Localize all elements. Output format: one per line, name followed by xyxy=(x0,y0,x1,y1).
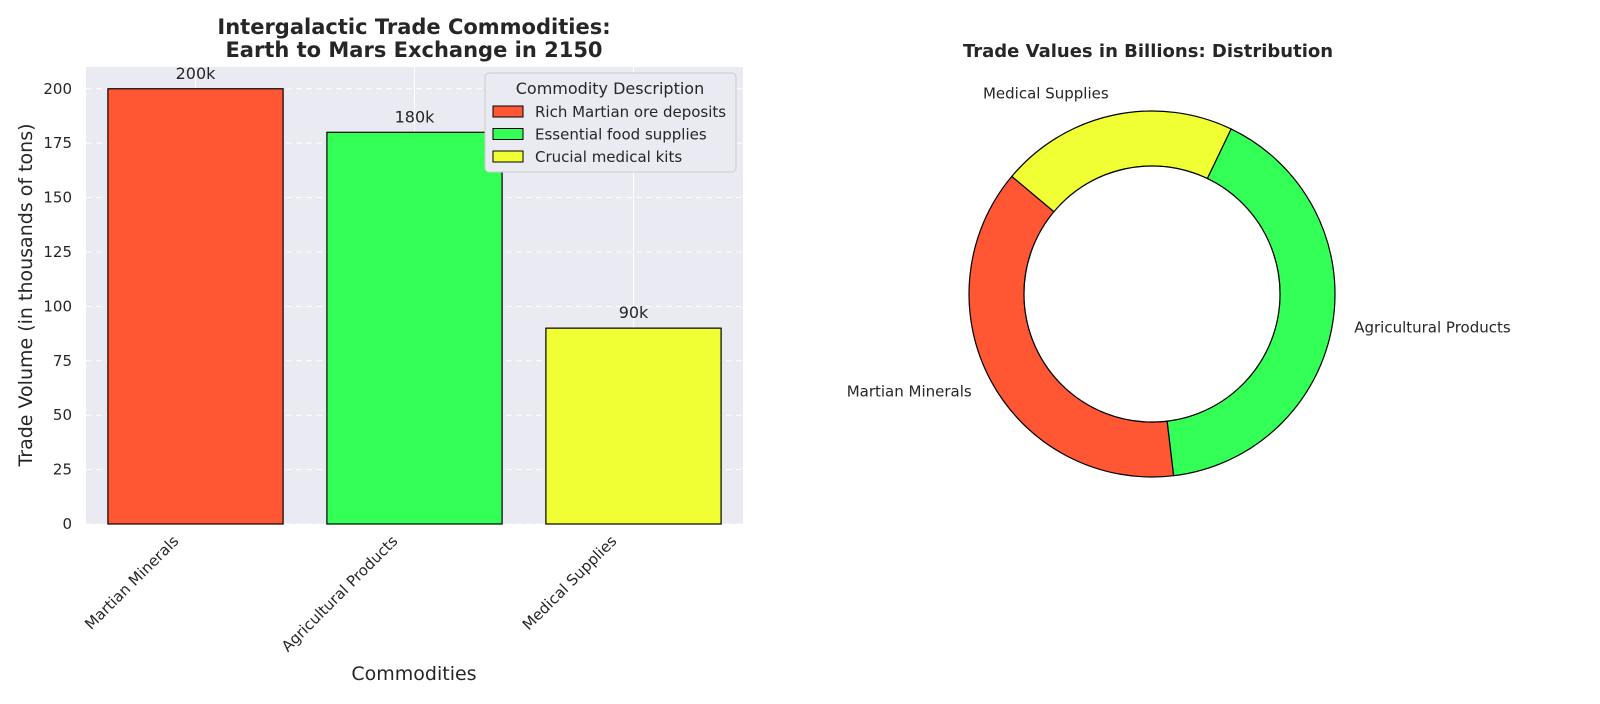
y-tick-label: 200 xyxy=(43,80,72,98)
y-axis-label: Trade Volume (in thousands of tons) xyxy=(15,123,37,467)
donut-label: Agricultural Products xyxy=(1354,318,1511,336)
bar-medical-supplies xyxy=(545,327,722,525)
bar-chart-title-line2: Earth to Mars Exchange in 2150 xyxy=(225,38,602,62)
donut-label: Martian Minerals xyxy=(847,382,972,400)
donut-hole xyxy=(1023,165,1281,423)
legend-swatch xyxy=(492,128,524,140)
donut-labels: Martian Minerals Agricultural Products Med… xyxy=(847,85,1511,401)
bar-data-label: 90k xyxy=(619,303,649,322)
y-tick-label: 100 xyxy=(43,297,72,315)
bar-data-labels: 200k 180k 90k xyxy=(176,64,649,322)
bar-agricultural-products xyxy=(326,131,503,525)
bar-chart-title-line1: Intergalactic Trade Commodities: xyxy=(217,15,610,39)
legend-entry: Rich Martian ore deposits xyxy=(535,103,726,121)
y-tick-label: 150 xyxy=(43,189,72,207)
y-tick-label: 125 xyxy=(43,243,72,261)
donut-chart-title: Trade Values in Billions: Distribution xyxy=(963,41,1333,62)
x-tick-label: Medical Supplies xyxy=(519,532,621,634)
x-axis-ticks: Martian Minerals Agricultural Products Med… xyxy=(81,532,620,656)
legend-frame xyxy=(484,72,737,173)
legend-entry: Essential food supplies xyxy=(535,126,707,144)
donut-slices xyxy=(968,110,1336,478)
x-axis-label: Commodities xyxy=(351,663,476,685)
bar-series xyxy=(107,88,722,525)
y-axis-ticks: 0 25 50 75 100 125 150 175 200 xyxy=(43,80,72,533)
bar-legend: Commodity Description Rich Martian ore d… xyxy=(484,72,737,173)
donut-chart: Trade Values in Billions: Distribution M… xyxy=(847,41,1511,478)
y-tick-label: 175 xyxy=(43,134,72,152)
legend-swatch xyxy=(492,150,524,163)
legend-entry: Crucial medical kits xyxy=(535,148,682,166)
y-tick-label: 0 xyxy=(62,515,72,533)
bar-data-label: 200k xyxy=(176,64,217,83)
bar-martian-minerals xyxy=(107,88,284,525)
x-tick-label: Martian Minerals xyxy=(81,532,182,633)
y-tick-label: 50 xyxy=(53,406,72,424)
bar-chart: Intergalactic Trade Commodities: Earth t… xyxy=(15,15,743,685)
y-tick-label: 75 xyxy=(53,352,72,370)
legend-swatch xyxy=(492,105,524,118)
legend-title: Commodity Description xyxy=(516,79,704,98)
bar-data-label: 180k xyxy=(395,107,436,126)
y-tick-label: 25 xyxy=(53,461,72,479)
donut-label: Medical Supplies xyxy=(983,85,1109,103)
x-tick-label: Agricultural Products xyxy=(278,532,402,656)
